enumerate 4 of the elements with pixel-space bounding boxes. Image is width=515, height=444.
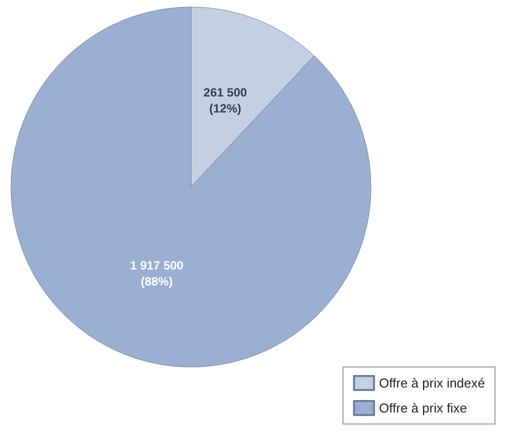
- legend-label: Offre à prix indexé: [379, 376, 486, 390]
- legend-label: Offre à prix fixe: [379, 400, 467, 416]
- data-label: 261 500 (12%): [204, 86, 248, 116]
- data-label: 1 917 500 (88%): [130, 258, 184, 288]
